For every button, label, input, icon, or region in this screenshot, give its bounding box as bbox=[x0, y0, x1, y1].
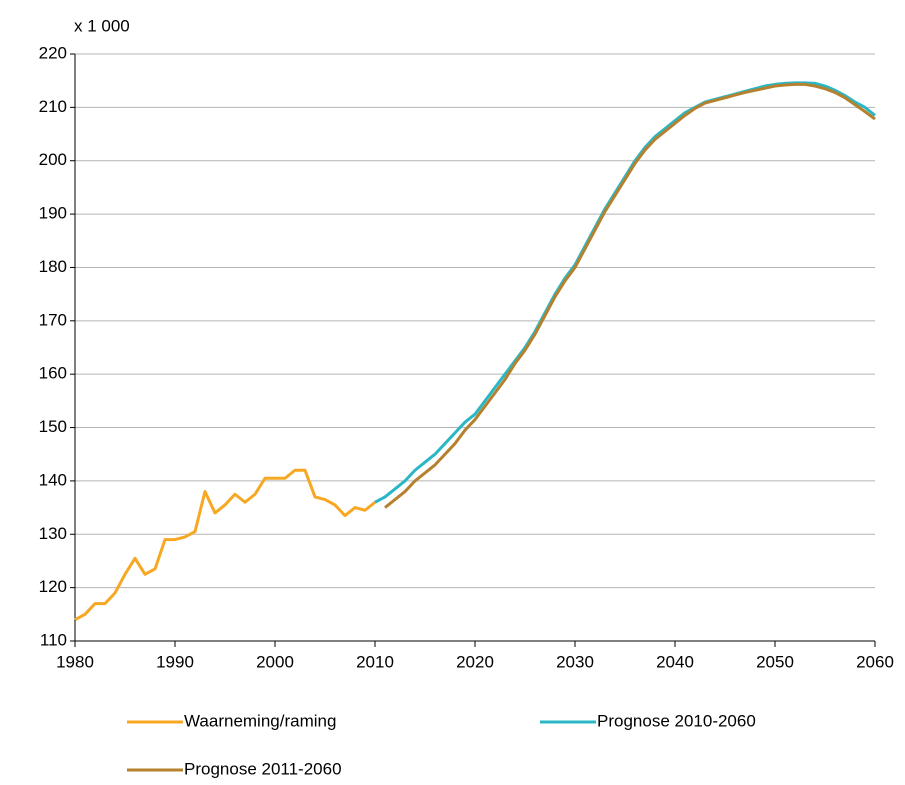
series-line bbox=[74, 468, 376, 621]
x-tick-label: 2020 bbox=[456, 652, 494, 671]
x-tick-label: 1980 bbox=[56, 652, 94, 671]
x-tick-label: 2000 bbox=[256, 652, 294, 671]
y-tick-label: 150 bbox=[39, 417, 67, 436]
x-tick-label: 1990 bbox=[156, 652, 194, 671]
series-line bbox=[374, 81, 876, 504]
y-tick-label: 110 bbox=[40, 630, 67, 649]
x-tick-label: 2050 bbox=[756, 652, 794, 671]
y-tick-label: 170 bbox=[39, 310, 67, 329]
legend-label: Prognose 2011-2060 bbox=[184, 759, 342, 778]
y-tick-label: 140 bbox=[39, 470, 67, 489]
x-tick-label: 2010 bbox=[356, 652, 394, 671]
y-tick-label: 200 bbox=[39, 150, 67, 169]
x-tick-label: 2040 bbox=[656, 652, 694, 671]
y-tick-label: 210 bbox=[39, 97, 67, 116]
y-tick-label: 190 bbox=[39, 204, 67, 223]
y-tick-label: 180 bbox=[39, 257, 67, 276]
y-tick-label: 130 bbox=[39, 524, 67, 543]
legend-label: Waarneming/raming bbox=[184, 711, 336, 730]
x-tick-label: 2060 bbox=[856, 652, 894, 671]
y-tick-label: 120 bbox=[39, 577, 67, 596]
legend-label: Prognose 2010-2060 bbox=[597, 711, 756, 730]
y-tick-label: 160 bbox=[39, 364, 67, 383]
x-tick-label: 2030 bbox=[556, 652, 594, 671]
series-line bbox=[384, 82, 876, 509]
y-tick-label: 220 bbox=[39, 43, 67, 62]
y-unit-label: x 1 000 bbox=[74, 16, 130, 35]
